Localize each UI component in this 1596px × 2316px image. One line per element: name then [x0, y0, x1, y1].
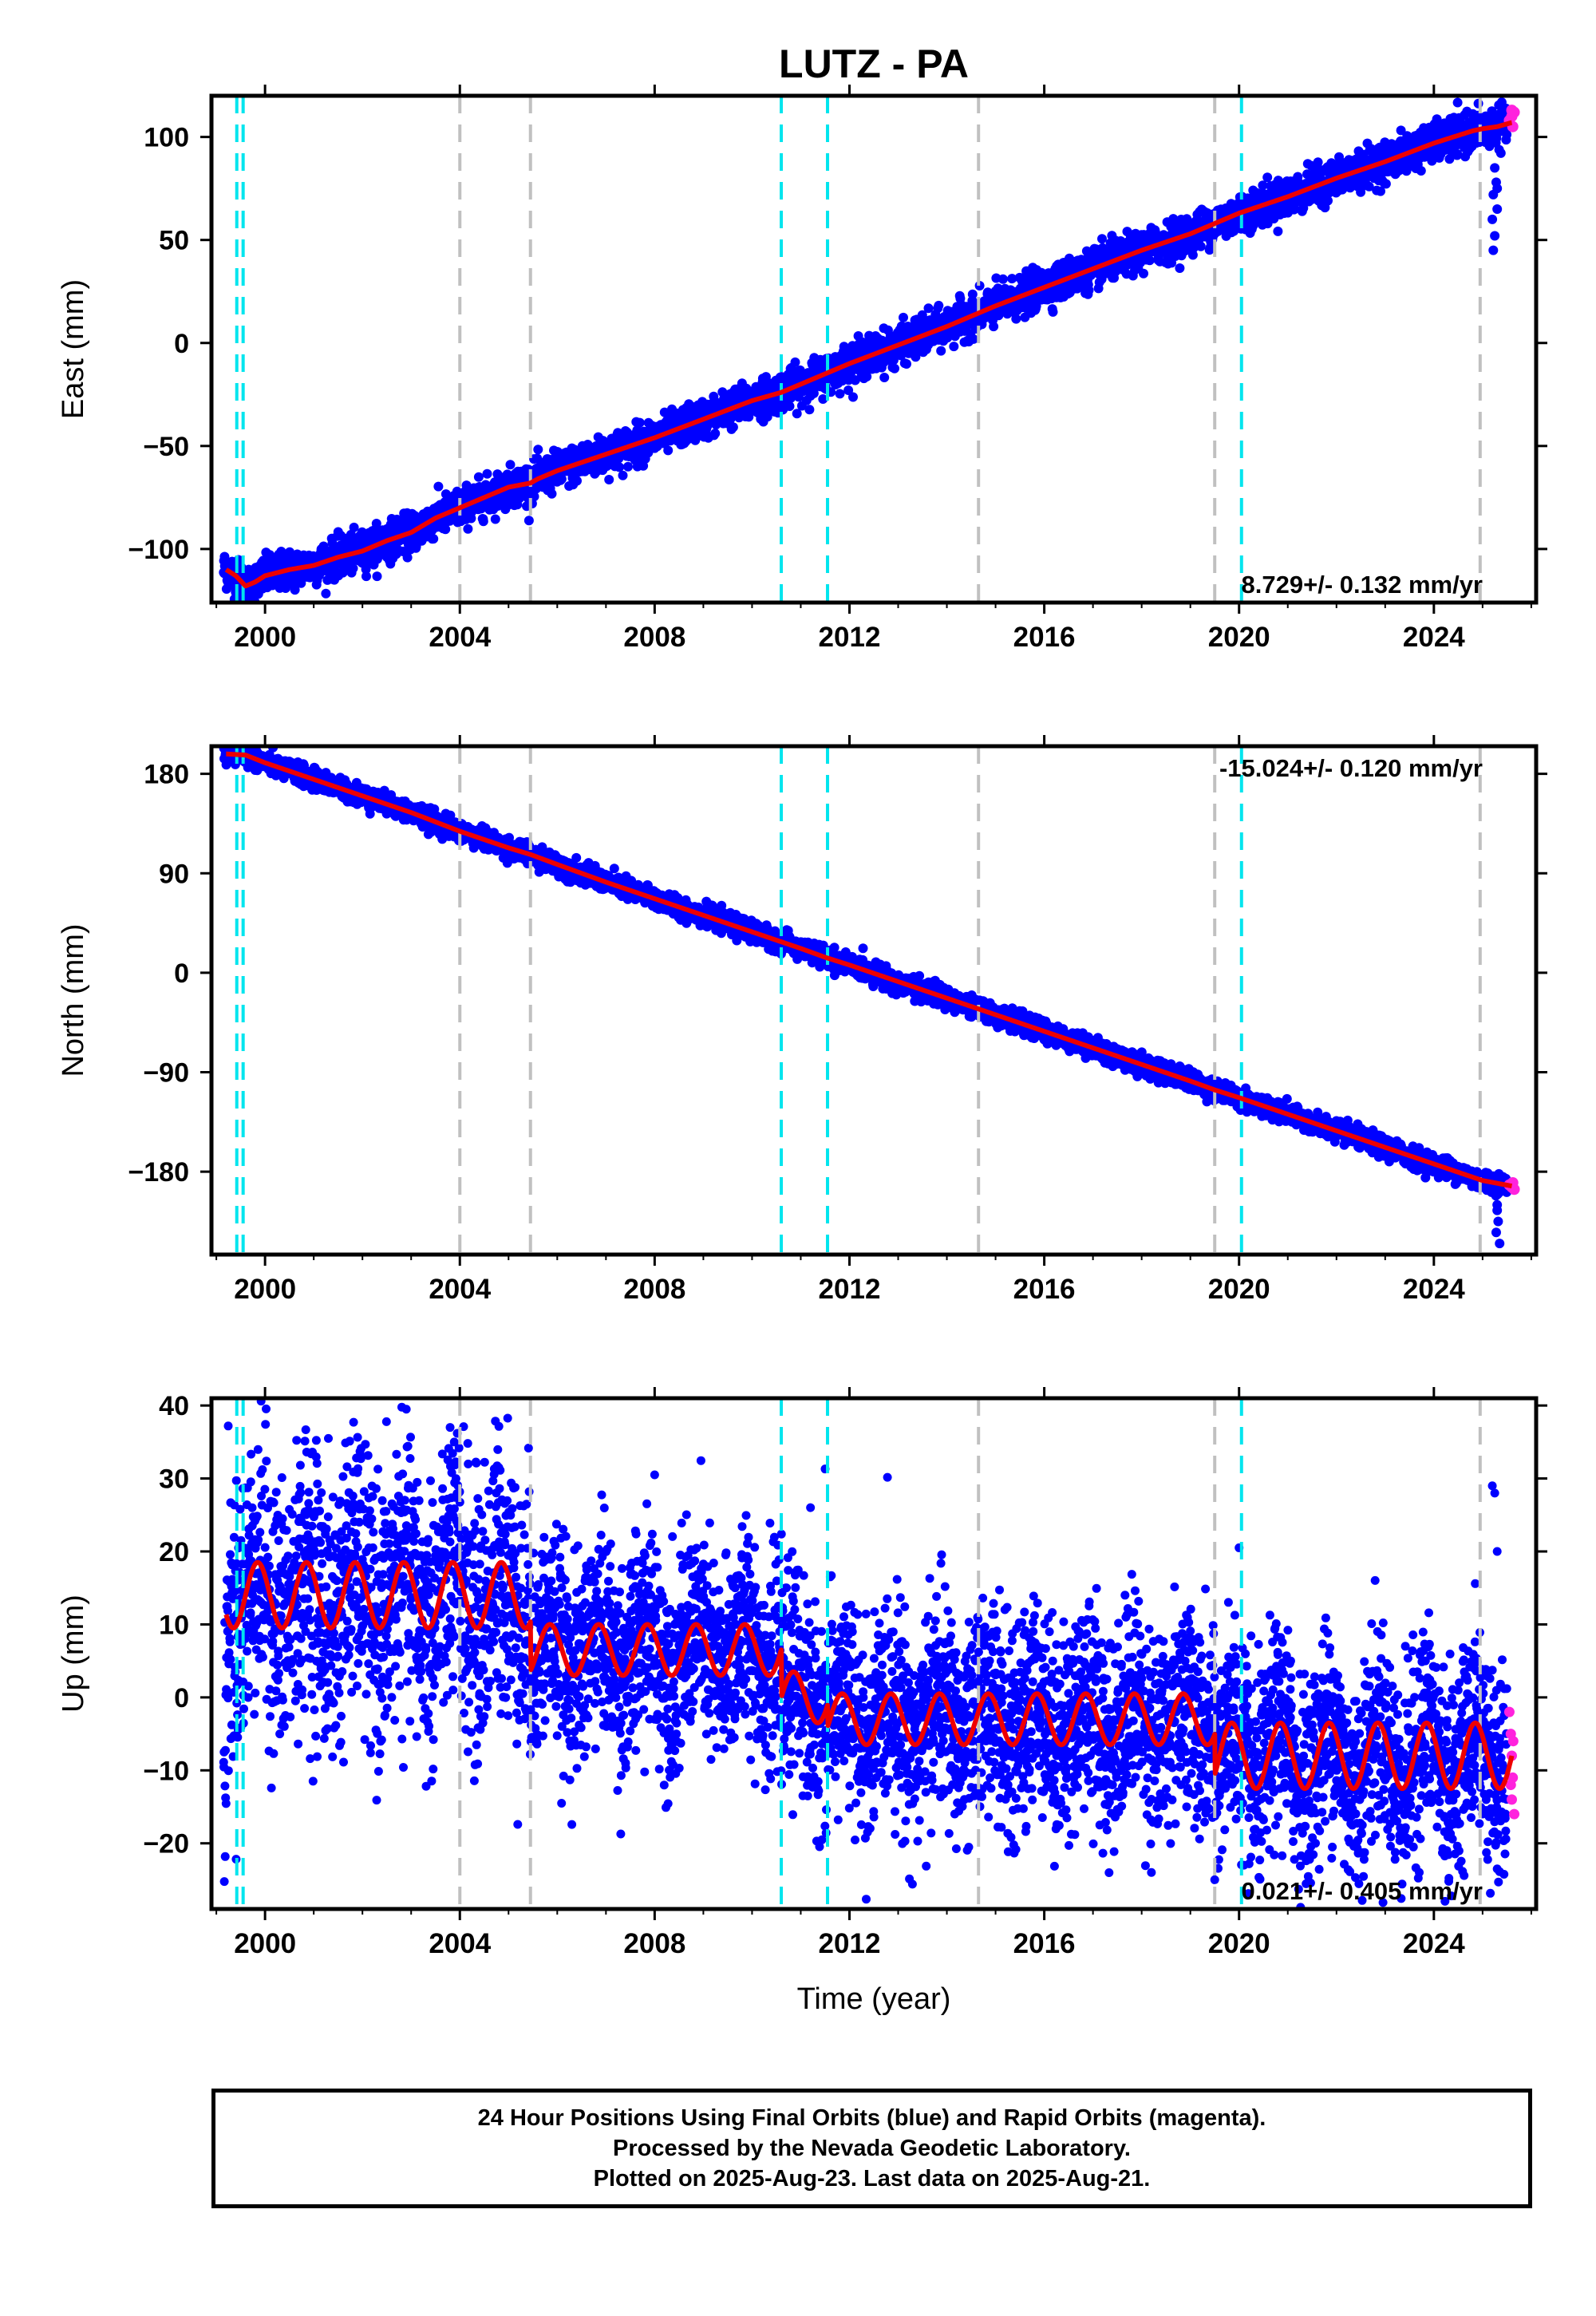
east-data-point — [219, 551, 230, 562]
east-xtick-label: 2024 — [1403, 622, 1465, 653]
east-data-point — [402, 552, 413, 563]
east-data-point — [1495, 148, 1506, 158]
east-data-point — [463, 524, 473, 534]
east-axis-label: East (mm) — [57, 279, 90, 419]
east-ytick-label: 0 — [174, 329, 189, 359]
east-data-point — [890, 363, 899, 373]
east-data-point — [967, 289, 978, 299]
east-data-point — [473, 472, 484, 482]
east-data-point — [429, 534, 439, 544]
east-data-point — [728, 422, 738, 433]
north-plot-area — [219, 733, 1520, 1255]
east-xtick-label: 2016 — [1013, 622, 1076, 653]
east-data-point — [949, 342, 959, 352]
east-outlier-point — [1492, 184, 1503, 194]
east-data-point — [361, 564, 371, 575]
east-xtick-label: 2008 — [623, 622, 685, 653]
east-data-point — [848, 392, 858, 402]
east-data-point — [710, 429, 721, 439]
east-data-point — [804, 405, 815, 415]
east-data-point — [934, 300, 944, 310]
east-data-point — [1175, 263, 1185, 273]
east-xtick-label: 2000 — [234, 622, 296, 653]
north-final-orbit-points — [219, 733, 1512, 1249]
east-data-point — [623, 461, 633, 472]
east-panel: −100 −50 0 50 100 2000 2004 2008 2012 2016 2020 202… — [57, 85, 1547, 653]
east-data-point — [372, 571, 382, 582]
east-outlier-point — [1492, 204, 1503, 214]
east-data-point — [899, 312, 908, 322]
east-plot-area — [219, 96, 1520, 603]
east-data-point — [1452, 97, 1463, 108]
east-data-point — [989, 322, 999, 332]
east-rapid-point — [1506, 105, 1518, 117]
east-ytick-label: 100 — [144, 123, 189, 153]
east-data-point — [349, 522, 359, 532]
east-data-point — [1139, 268, 1148, 279]
east-ytick-label: 50 — [159, 226, 189, 256]
east-data-point — [440, 524, 451, 535]
east-final-orbit-points — [219, 97, 1512, 603]
east-data-point — [547, 488, 557, 499]
east-data-point — [572, 476, 582, 486]
east-rate-label: 8.729+/- 0.132 mm/yr — [1242, 571, 1483, 599]
east-xtick-label: 2012 — [819, 622, 881, 653]
east-data-point — [361, 571, 371, 582]
east-data-point — [556, 474, 567, 484]
east-ytick-label: −50 — [143, 432, 189, 462]
east-data-point — [371, 519, 381, 528]
east-outlier-point — [1490, 231, 1500, 241]
east-outlier-point — [1487, 214, 1498, 224]
east-data-point — [998, 274, 1008, 284]
east-outlier-point — [1488, 245, 1499, 255]
east-data-point — [968, 334, 978, 344]
east-data-point — [614, 462, 625, 472]
east-data-point — [523, 516, 534, 526]
east-data-point — [1195, 241, 1206, 251]
east-data-point — [1416, 166, 1426, 176]
east-data-point — [790, 357, 800, 367]
east-data-point — [1262, 172, 1273, 183]
east-outlier-point — [1490, 163, 1500, 173]
east-data-point — [1097, 234, 1107, 244]
east-data-point — [1381, 179, 1391, 189]
east-data-point — [902, 359, 911, 369]
north-data-point — [220, 733, 230, 742]
figure-title: LUTZ - PA — [779, 41, 969, 86]
east-data-point — [290, 585, 300, 595]
east-data-point — [1144, 255, 1155, 266]
east-data-point — [1011, 314, 1021, 324]
east-data-point — [1048, 306, 1058, 317]
east-data-point — [784, 401, 795, 411]
east-data-point — [490, 514, 500, 524]
east-data-point — [663, 445, 674, 456]
east-data-point — [321, 588, 331, 599]
east-data-point — [634, 417, 645, 428]
east-data-point — [604, 475, 614, 484]
east-data-point — [433, 481, 444, 492]
east-data-point — [348, 563, 358, 574]
east-data-point — [1273, 226, 1283, 236]
east-data-point — [879, 373, 890, 382]
east-data-point — [1084, 285, 1094, 295]
east-data-point — [505, 460, 516, 470]
east-data-point — [478, 516, 488, 527]
east-data-point — [936, 346, 946, 356]
east-data-point — [482, 468, 492, 479]
east-data-point — [835, 389, 845, 399]
east-xtick-label: 2020 — [1208, 622, 1270, 653]
east-data-point — [618, 470, 628, 480]
east-xtick-label: 2004 — [429, 622, 491, 653]
east-data-point — [533, 445, 543, 455]
east-ytick-label: −100 — [128, 535, 189, 565]
